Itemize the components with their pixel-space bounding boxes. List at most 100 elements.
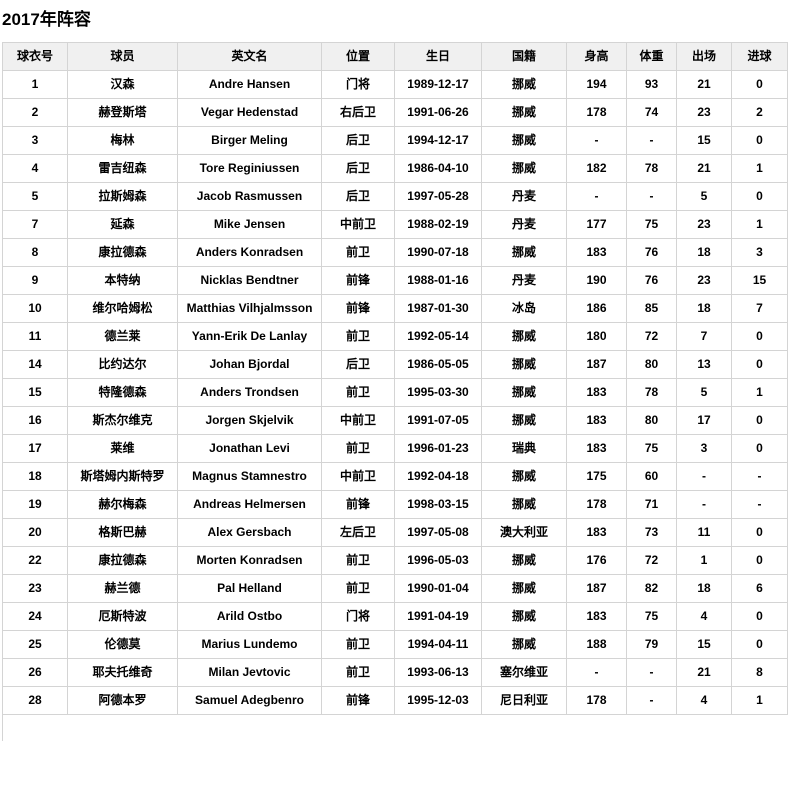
cell: 72 <box>626 546 677 575</box>
cell: Mike Jensen <box>177 210 322 239</box>
cell: 183 <box>566 434 627 463</box>
cell: 后卫 <box>321 154 395 183</box>
table-row: 24 厄斯特波 Arild Ostbo 门将 1991-04-19 挪威 183 75 4 0 <box>2 602 788 631</box>
cell: 177 <box>566 210 627 239</box>
cell: 78 <box>626 378 677 407</box>
cell: 85 <box>626 294 677 323</box>
cell: 后卫 <box>321 350 395 379</box>
cell: 前锋 <box>321 490 395 519</box>
cell: 23 <box>676 266 732 295</box>
cell: 76 <box>626 266 677 295</box>
cell: 5 <box>2 182 68 211</box>
cell: 中前卫 <box>321 210 395 239</box>
table-row: 2 赫登斯塔 Vegar Hedenstad 右后卫 1991-06-26 挪威 178 74… <box>2 98 788 127</box>
cell: Matthias Vilhjalmsson <box>177 294 322 323</box>
cell: 挪威 <box>481 350 567 379</box>
cell: 莱维 <box>67 434 178 463</box>
cell: 本特纳 <box>67 266 178 295</box>
cell: 2 <box>731 98 788 127</box>
cell: 28 <box>2 686 68 715</box>
cell: 1996-05-03 <box>394 546 482 575</box>
cell: 11 <box>676 518 732 547</box>
table-row: 26 耶夫托维奇 Milan Jevtovic 前卫 1993-06-13 塞尔维亚 - -2… <box>2 658 788 687</box>
table-body: 1 汉森 Andre Hansen 门将 1989-12-17 挪威 194 93 21 0 2 赫登… <box>2 70 788 715</box>
cell: 前卫 <box>321 434 395 463</box>
table-row: 20 格斯巴赫 Alex Gersbach 左后卫 1997-05-08 澳大利亚 183 7… <box>2 518 788 547</box>
table-row: 25 伦德莫 Marius Lundemo 前卫 1994-04-11 挪威 188 79 15… <box>2 630 788 659</box>
cell: 73 <box>626 518 677 547</box>
cell: 4 <box>676 686 732 715</box>
cell: 1994-04-11 <box>394 630 482 659</box>
cell: 188 <box>566 630 627 659</box>
cell: 1991-06-26 <box>394 98 482 127</box>
table-row: 18 斯塔姆内斯特罗 Magnus Stamnestro 中前卫 1992-04-18 挪… <box>2 462 788 491</box>
cell: 1 <box>731 154 788 183</box>
cell: 1 <box>2 70 68 99</box>
cell: 赫尔梅森 <box>67 490 178 519</box>
cell: 4 <box>2 154 68 183</box>
cell: - <box>676 462 732 491</box>
cell: Marius Lundemo <box>177 630 322 659</box>
cell: - <box>626 658 677 687</box>
cell: 20 <box>2 518 68 547</box>
cell: Anders Konradsen <box>177 238 322 267</box>
cell: 赫兰德 <box>67 574 178 603</box>
cell: 186 <box>566 294 627 323</box>
cell: Arild Ostbo <box>177 602 322 631</box>
column-header-6: 身高 <box>566 42 627 71</box>
cell: 阿德本罗 <box>67 686 178 715</box>
cell: 82 <box>626 574 677 603</box>
cell: 15 <box>676 126 732 155</box>
cell: 前卫 <box>321 322 395 351</box>
cell: 汉森 <box>67 70 178 99</box>
cell: Andreas Helmersen <box>177 490 322 519</box>
cell: 13 <box>676 350 732 379</box>
cell: 180 <box>566 322 627 351</box>
cell: 2 <box>2 98 68 127</box>
table-row: 15 特隆德森 Anders Trondsen 前卫 1995-03-30 挪威 183 78… <box>2 378 788 407</box>
cell: 0 <box>731 322 788 351</box>
cell: 左后卫 <box>321 518 395 547</box>
cell: 后卫 <box>321 182 395 211</box>
cell: 0 <box>731 434 788 463</box>
cell: 挪威 <box>481 406 567 435</box>
table-row: 23 赫兰德 Pal Helland 前卫 1990-01-04 挪威 187 82 18 6 <box>2 574 788 603</box>
cell: 0 <box>731 602 788 631</box>
cell: 7 <box>731 294 788 323</box>
cell: 1 <box>731 686 788 715</box>
cell: 康拉德森 <box>67 546 178 575</box>
cell: - <box>731 462 788 491</box>
cell: 21 <box>676 70 732 99</box>
cell: 78 <box>626 154 677 183</box>
table-row: 5 拉斯姆森 Jacob Rasmussen 后卫 1997-05-28 丹麦 - -5 0 <box>2 182 788 211</box>
cell: 挪威 <box>481 630 567 659</box>
column-header-0: 球衣号 <box>2 42 68 71</box>
cell: 挪威 <box>481 322 567 351</box>
cell: - <box>626 686 677 715</box>
cell: 1986-04-10 <box>394 154 482 183</box>
cell: 赫登斯塔 <box>67 98 178 127</box>
cell: 178 <box>566 490 627 519</box>
cell: 176 <box>566 546 627 575</box>
cell: 18 <box>676 294 732 323</box>
cell: 门将 <box>321 602 395 631</box>
table-row: 8 康拉德森 Anders Konradsen 前卫 1990-07-18 挪威 183 76… <box>2 238 788 267</box>
cell: 前锋 <box>321 686 395 715</box>
cell: 1994-12-17 <box>394 126 482 155</box>
cell: 1991-07-05 <box>394 406 482 435</box>
cell: 22 <box>2 546 68 575</box>
cell: 80 <box>626 350 677 379</box>
cell: 延森 <box>67 210 178 239</box>
cell: 3 <box>2 126 68 155</box>
cell: 梅林 <box>67 126 178 155</box>
cell: 26 <box>2 658 68 687</box>
cell: 特隆德森 <box>67 378 178 407</box>
cell: 178 <box>566 98 627 127</box>
cell: 5 <box>676 182 732 211</box>
cell: 23 <box>2 574 68 603</box>
cell: Johan Bjordal <box>177 350 322 379</box>
cell: 冰岛 <box>481 294 567 323</box>
cell: 183 <box>566 406 627 435</box>
cell: 80 <box>626 406 677 435</box>
cell: 71 <box>626 490 677 519</box>
